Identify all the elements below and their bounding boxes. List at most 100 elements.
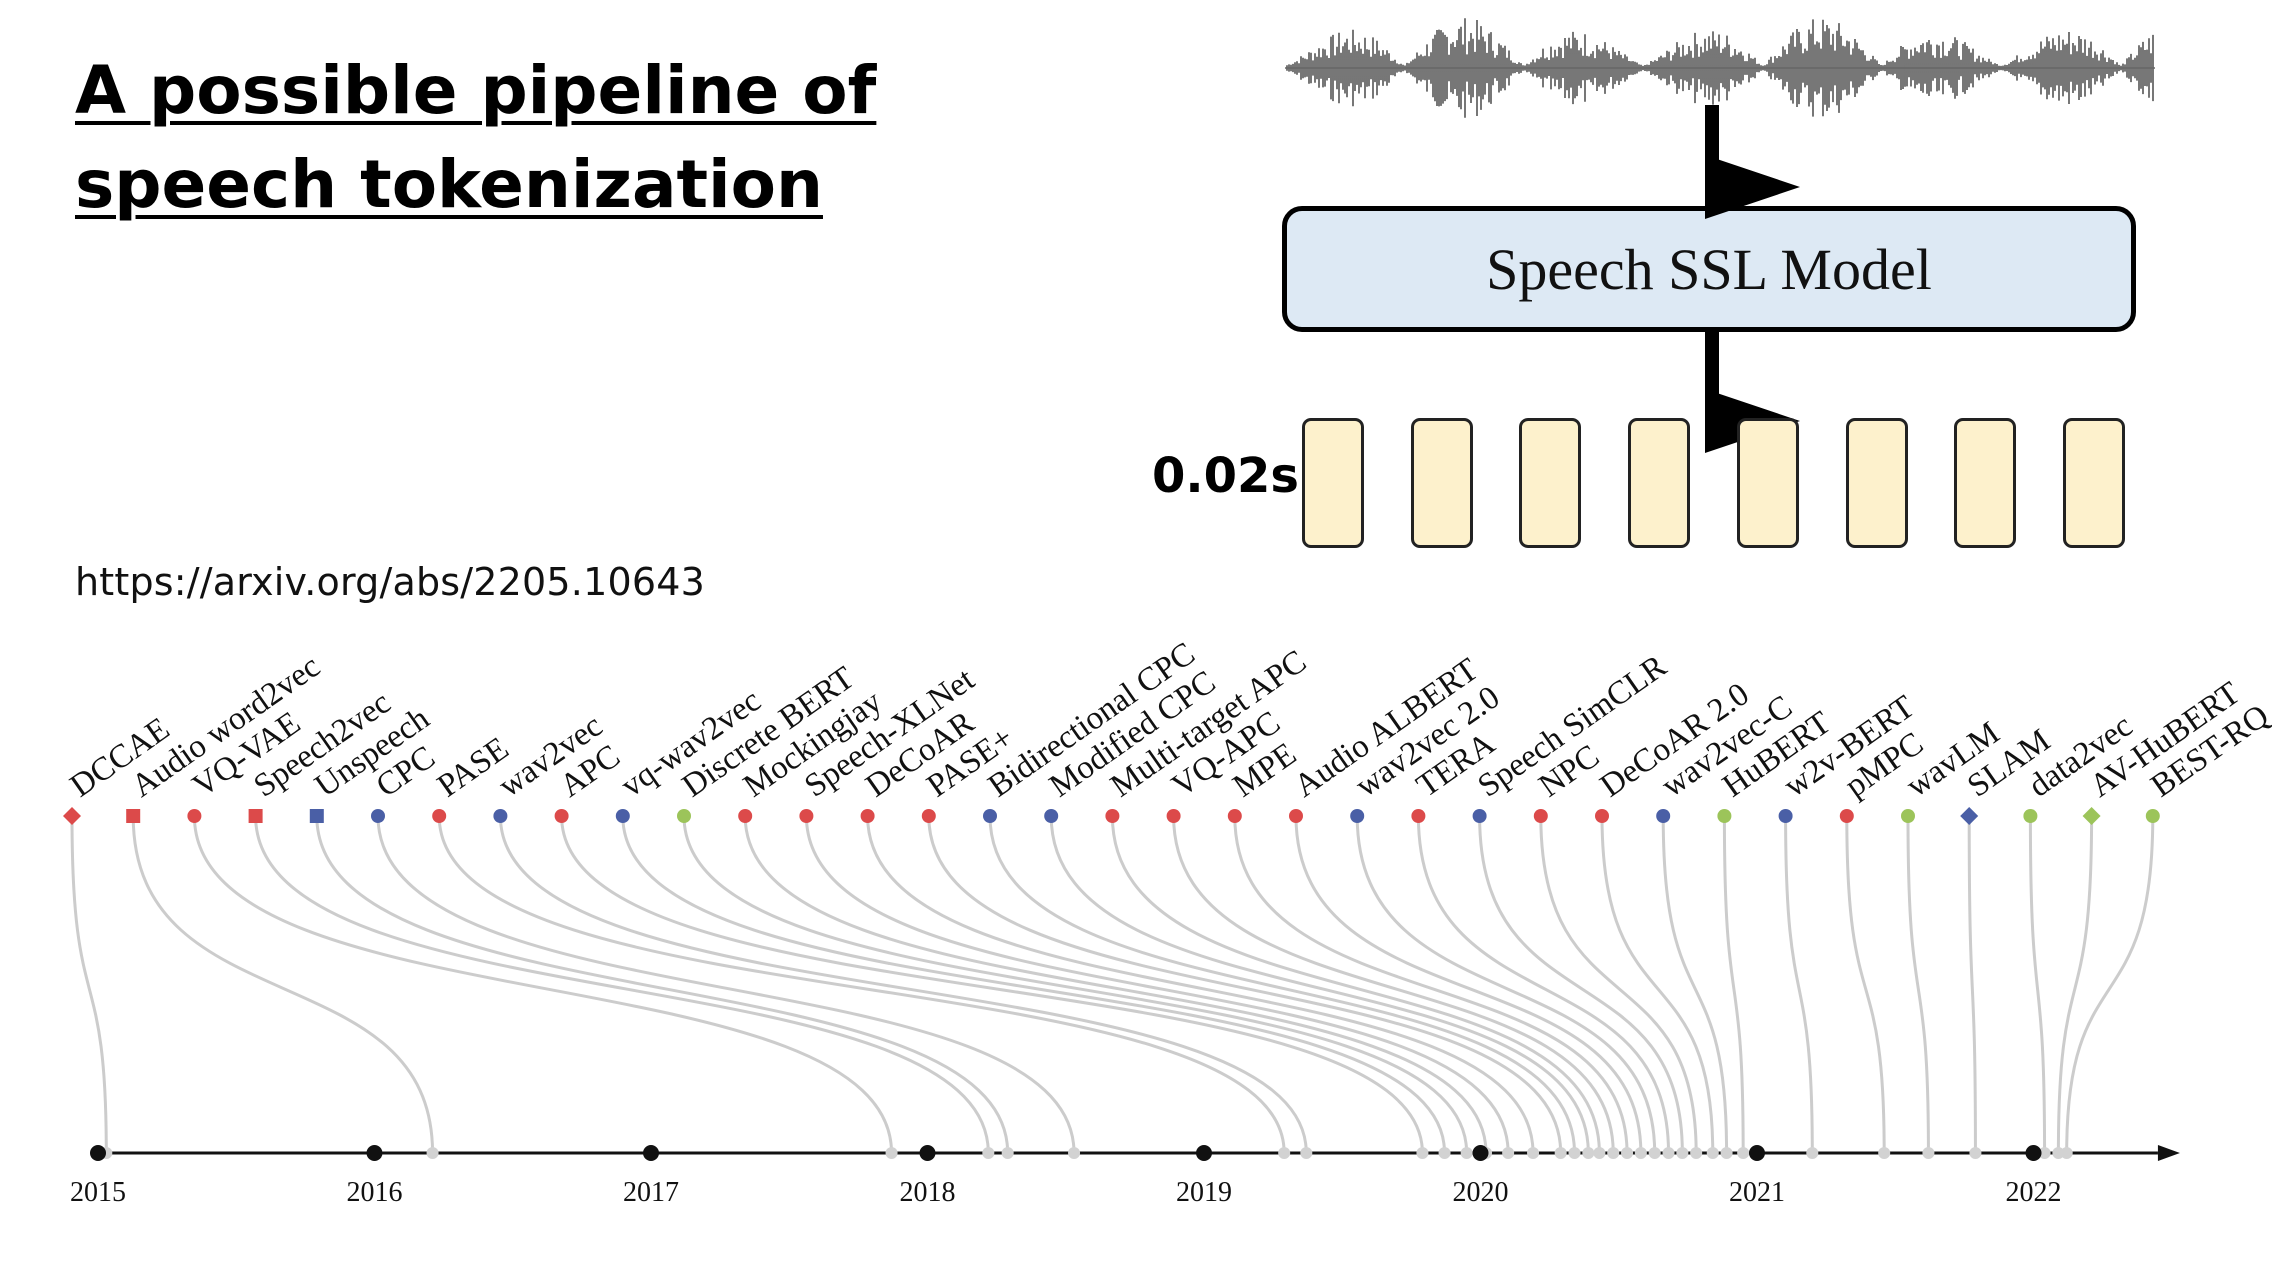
ssl-model-box: Speech SSL Model xyxy=(1282,206,2136,332)
model-marker xyxy=(1656,809,1671,823)
year-label: 2017 xyxy=(623,1177,679,1208)
timeline-connector xyxy=(1600,815,1715,1154)
model-marker xyxy=(187,809,202,823)
model-marker xyxy=(1472,809,1487,823)
model-marker xyxy=(1289,809,1303,823)
token-box xyxy=(2062,418,2125,548)
paper-url[interactable]: https://arxiv.org/abs/2205.10643 xyxy=(75,560,705,604)
timeline-connector xyxy=(743,815,1488,1154)
model-marker xyxy=(983,809,997,823)
timeline-connector xyxy=(1845,815,1886,1154)
publication-tick xyxy=(1278,1147,1291,1159)
title-line-1: A possible pipeline of xyxy=(75,52,877,129)
publication-tick xyxy=(1878,1147,1891,1159)
publication-tick xyxy=(885,1147,898,1159)
model-marker xyxy=(1166,809,1181,823)
timeline-connector xyxy=(804,815,1510,1154)
publication-tick xyxy=(1621,1147,1634,1159)
year-tick xyxy=(919,1145,936,1161)
model-marker xyxy=(799,809,814,823)
timeline-connector xyxy=(1661,815,1729,1154)
year-tick xyxy=(1196,1145,1212,1161)
publication-tick xyxy=(1662,1147,1675,1159)
timeline-connector xyxy=(1967,815,1977,1154)
model-marker xyxy=(1044,809,1059,823)
publication-tick xyxy=(1068,1147,1081,1159)
year-tick xyxy=(1749,1145,1765,1161)
timeline-connector xyxy=(988,815,1577,1154)
time-axis: 2015 2016 2017 2018 2019 2020 2021 2022 xyxy=(70,1145,2180,1208)
publication-tick xyxy=(1737,1147,1750,1159)
timeline-connector xyxy=(1906,815,1930,1154)
page-title: A possible pipeline of speech tokenizati… xyxy=(75,44,876,232)
year-tick xyxy=(2025,1145,2042,1161)
model-marker xyxy=(432,809,447,823)
timeline-connector xyxy=(927,815,1563,1154)
timeline-connector xyxy=(621,815,1447,1154)
year-label: 2016 xyxy=(347,1177,403,1208)
model-marker xyxy=(2023,809,2038,823)
publication-tick xyxy=(982,1147,995,1159)
timeline-connector xyxy=(1049,815,1590,1154)
title-line-2: speech tokenization xyxy=(75,146,823,223)
timeline-connector xyxy=(1416,815,1671,1154)
timeline-connector xyxy=(498,815,1308,1154)
token-box xyxy=(1736,418,1799,548)
connector-curves xyxy=(70,815,2155,1154)
year-tick xyxy=(643,1145,659,1161)
timeline-connector xyxy=(1722,815,1745,1154)
model-marker xyxy=(677,809,691,823)
timeline-connector xyxy=(1784,815,1814,1154)
waveform-icon xyxy=(1285,18,2155,118)
token-box xyxy=(1519,418,1582,548)
publication-tick xyxy=(426,1147,439,1159)
model-marker xyxy=(1960,807,1979,825)
model-marker xyxy=(126,809,141,823)
year-label: 2021 xyxy=(1729,1177,1785,1208)
timeline-connector xyxy=(1233,815,1629,1154)
publication-tick xyxy=(1527,1147,1540,1159)
timeline-connector xyxy=(315,815,1010,1154)
publication-tick xyxy=(1460,1147,1473,1159)
timeline-connector xyxy=(192,815,894,1154)
model-marker xyxy=(2145,809,2160,823)
year-label: 2022 xyxy=(2006,1177,2062,1208)
timeline-connector xyxy=(131,815,435,1154)
timeline-connector xyxy=(1478,815,1684,1154)
model-marker xyxy=(738,809,753,823)
publication-tick xyxy=(2052,1147,2065,1159)
publication-tick xyxy=(1676,1147,1689,1159)
publication-tick xyxy=(1593,1147,1606,1159)
timeline-connector xyxy=(1110,815,1601,1154)
publication-tick xyxy=(2060,1147,2073,1159)
publication-tick xyxy=(1706,1147,1719,1159)
publication-tick xyxy=(1648,1147,1661,1159)
axis-arrowhead-icon xyxy=(2157,1145,2180,1161)
publication-tick xyxy=(1720,1147,1733,1159)
model-marker xyxy=(248,809,263,823)
model-marker xyxy=(1105,809,1120,823)
model-marker xyxy=(1411,809,1426,823)
model-marker xyxy=(1350,809,1365,823)
year-label: 2015 xyxy=(70,1177,126,1208)
token-box xyxy=(1302,418,1364,548)
model-marker xyxy=(1595,809,1609,823)
publication-tick xyxy=(1554,1147,1567,1159)
frame-duration-label: 0.02s xyxy=(1152,448,1299,504)
pipeline-arrows xyxy=(1705,105,1800,453)
model-marker xyxy=(2082,807,2101,825)
model-marker xyxy=(1227,809,1242,823)
year-label: 2019 xyxy=(1176,1177,1232,1208)
model-marker xyxy=(493,809,508,823)
model-marker xyxy=(921,809,936,823)
timeline-connector xyxy=(437,815,1286,1154)
timeline-connector xyxy=(2028,815,2047,1154)
token-box xyxy=(1845,418,1908,548)
timeline-connector xyxy=(866,815,1535,1154)
timeline-connector xyxy=(70,815,108,1154)
model-markers xyxy=(63,807,2160,825)
publication-tick xyxy=(1568,1147,1581,1159)
year-label: 2018 xyxy=(900,1177,956,1208)
model-marker xyxy=(1839,809,1854,823)
